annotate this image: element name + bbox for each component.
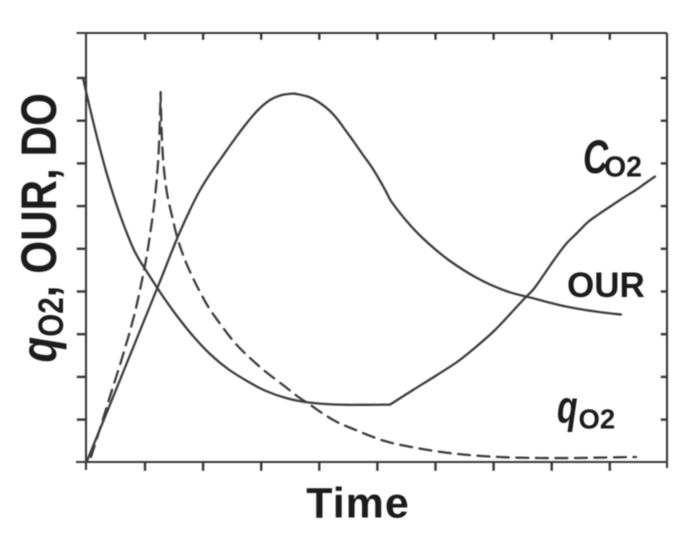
svg-text:O2: O2 xyxy=(604,152,642,184)
svg-text:C: C xyxy=(583,131,609,183)
svg-text:q: q xyxy=(557,383,578,433)
svg-text:qO2, OUR, DO: qO2, OUR, DO xyxy=(11,93,71,362)
svg-text:O2: O2 xyxy=(579,404,616,435)
svg-text:Time: Time xyxy=(306,480,410,528)
svg-text:OUR: OUR xyxy=(567,266,645,305)
